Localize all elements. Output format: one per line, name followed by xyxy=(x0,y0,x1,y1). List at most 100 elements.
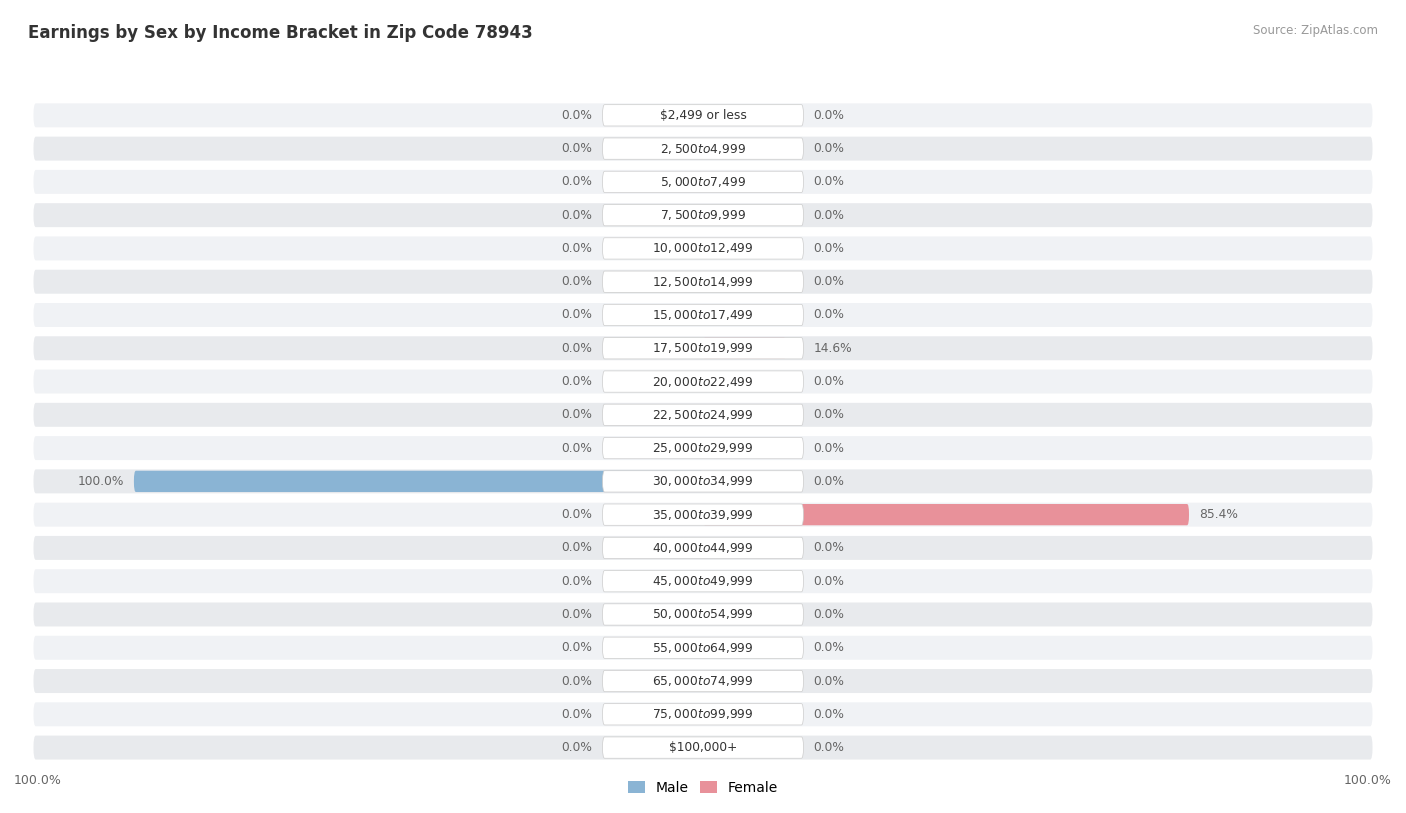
Text: $50,000 to $54,999: $50,000 to $54,999 xyxy=(652,607,754,621)
Text: 0.0%: 0.0% xyxy=(561,276,592,289)
Text: $100,000+: $100,000+ xyxy=(669,741,737,754)
FancyBboxPatch shape xyxy=(34,502,1372,527)
Text: 0.0%: 0.0% xyxy=(814,375,845,388)
Text: $22,500 to $24,999: $22,500 to $24,999 xyxy=(652,408,754,422)
Text: 0.0%: 0.0% xyxy=(561,142,592,155)
FancyBboxPatch shape xyxy=(603,537,803,559)
Text: 0.0%: 0.0% xyxy=(814,276,845,289)
FancyBboxPatch shape xyxy=(603,172,803,193)
FancyBboxPatch shape xyxy=(603,205,803,226)
Text: 0.0%: 0.0% xyxy=(561,575,592,588)
Text: 0.0%: 0.0% xyxy=(561,176,592,189)
FancyBboxPatch shape xyxy=(34,370,1372,393)
Text: 0.0%: 0.0% xyxy=(561,708,592,721)
FancyBboxPatch shape xyxy=(34,337,1372,360)
Text: 0.0%: 0.0% xyxy=(814,308,845,321)
Text: 0.0%: 0.0% xyxy=(814,541,845,554)
Legend: Male, Female: Male, Female xyxy=(623,775,783,800)
Text: 0.0%: 0.0% xyxy=(561,308,592,321)
Text: $5,000 to $7,499: $5,000 to $7,499 xyxy=(659,175,747,189)
FancyBboxPatch shape xyxy=(34,436,1372,460)
Text: 0.0%: 0.0% xyxy=(814,441,845,454)
FancyBboxPatch shape xyxy=(603,138,803,159)
Text: 0.0%: 0.0% xyxy=(814,242,845,255)
FancyBboxPatch shape xyxy=(34,237,1372,260)
Text: $2,499 or less: $2,499 or less xyxy=(659,109,747,122)
FancyBboxPatch shape xyxy=(703,504,1189,525)
FancyBboxPatch shape xyxy=(603,671,803,692)
FancyBboxPatch shape xyxy=(603,437,803,459)
Text: 0.0%: 0.0% xyxy=(814,209,845,222)
FancyBboxPatch shape xyxy=(34,103,1372,128)
Text: 100.0%: 100.0% xyxy=(14,774,62,787)
FancyBboxPatch shape xyxy=(34,270,1372,293)
FancyBboxPatch shape xyxy=(34,636,1372,659)
Text: 0.0%: 0.0% xyxy=(814,176,845,189)
Text: 0.0%: 0.0% xyxy=(561,209,592,222)
FancyBboxPatch shape xyxy=(603,471,803,492)
Text: 0.0%: 0.0% xyxy=(561,441,592,454)
FancyBboxPatch shape xyxy=(34,469,1372,493)
FancyBboxPatch shape xyxy=(34,137,1372,161)
Text: $10,000 to $12,499: $10,000 to $12,499 xyxy=(652,241,754,255)
Text: $2,500 to $4,999: $2,500 to $4,999 xyxy=(659,141,747,155)
FancyBboxPatch shape xyxy=(603,737,803,759)
Text: $7,500 to $9,999: $7,500 to $9,999 xyxy=(659,208,747,222)
Text: 0.0%: 0.0% xyxy=(814,575,845,588)
Text: 0.0%: 0.0% xyxy=(814,641,845,654)
FancyBboxPatch shape xyxy=(34,203,1372,227)
Text: 100.0%: 100.0% xyxy=(1344,774,1392,787)
Text: $45,000 to $49,999: $45,000 to $49,999 xyxy=(652,574,754,588)
Text: 85.4%: 85.4% xyxy=(1199,508,1237,521)
FancyBboxPatch shape xyxy=(603,105,803,126)
FancyBboxPatch shape xyxy=(603,604,803,625)
FancyBboxPatch shape xyxy=(34,536,1372,560)
Text: $25,000 to $29,999: $25,000 to $29,999 xyxy=(652,441,754,455)
FancyBboxPatch shape xyxy=(34,602,1372,627)
Text: 0.0%: 0.0% xyxy=(814,675,845,688)
Text: 0.0%: 0.0% xyxy=(561,109,592,122)
Text: 0.0%: 0.0% xyxy=(561,741,592,754)
FancyBboxPatch shape xyxy=(34,669,1372,693)
Text: 0.0%: 0.0% xyxy=(561,408,592,421)
FancyBboxPatch shape xyxy=(603,571,803,592)
FancyBboxPatch shape xyxy=(603,371,803,392)
FancyBboxPatch shape xyxy=(703,337,786,359)
Text: 0.0%: 0.0% xyxy=(814,741,845,754)
FancyBboxPatch shape xyxy=(134,471,703,492)
Text: 0.0%: 0.0% xyxy=(814,408,845,421)
Text: $75,000 to $99,999: $75,000 to $99,999 xyxy=(652,707,754,721)
Text: 0.0%: 0.0% xyxy=(814,475,845,488)
FancyBboxPatch shape xyxy=(34,303,1372,327)
Text: 0.0%: 0.0% xyxy=(561,608,592,621)
Text: 0.0%: 0.0% xyxy=(561,541,592,554)
Text: 0.0%: 0.0% xyxy=(814,142,845,155)
Text: 0.0%: 0.0% xyxy=(561,242,592,255)
Text: $65,000 to $74,999: $65,000 to $74,999 xyxy=(652,674,754,688)
FancyBboxPatch shape xyxy=(603,304,803,326)
Text: $15,000 to $17,499: $15,000 to $17,499 xyxy=(652,308,754,322)
Text: 0.0%: 0.0% xyxy=(561,341,592,354)
FancyBboxPatch shape xyxy=(603,237,803,259)
Text: $12,500 to $14,999: $12,500 to $14,999 xyxy=(652,275,754,289)
Text: 0.0%: 0.0% xyxy=(561,375,592,388)
FancyBboxPatch shape xyxy=(603,404,803,425)
Text: 0.0%: 0.0% xyxy=(561,641,592,654)
Text: $40,000 to $44,999: $40,000 to $44,999 xyxy=(652,541,754,555)
Text: 0.0%: 0.0% xyxy=(561,508,592,521)
FancyBboxPatch shape xyxy=(603,337,803,359)
Text: 0.0%: 0.0% xyxy=(814,608,845,621)
FancyBboxPatch shape xyxy=(34,702,1372,726)
FancyBboxPatch shape xyxy=(34,402,1372,427)
Text: $17,500 to $19,999: $17,500 to $19,999 xyxy=(652,341,754,355)
Text: $55,000 to $64,999: $55,000 to $64,999 xyxy=(652,641,754,654)
Text: 0.0%: 0.0% xyxy=(814,708,845,721)
Text: 14.6%: 14.6% xyxy=(814,341,852,354)
Text: 0.0%: 0.0% xyxy=(814,109,845,122)
FancyBboxPatch shape xyxy=(603,637,803,659)
Text: Earnings by Sex by Income Bracket in Zip Code 78943: Earnings by Sex by Income Bracket in Zip… xyxy=(28,24,533,42)
FancyBboxPatch shape xyxy=(603,271,803,293)
Text: $30,000 to $34,999: $30,000 to $34,999 xyxy=(652,474,754,489)
FancyBboxPatch shape xyxy=(603,704,803,725)
Text: $35,000 to $39,999: $35,000 to $39,999 xyxy=(652,507,754,522)
